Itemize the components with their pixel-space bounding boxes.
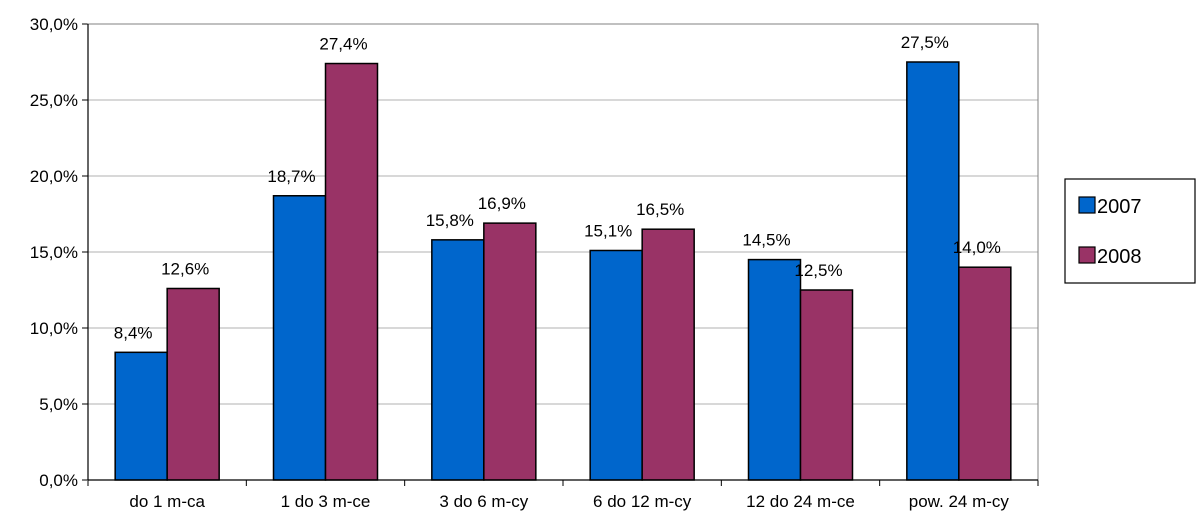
data-label: 16,9% [478,194,526,213]
x-category-label: 6 do 12 m-cy [593,492,692,511]
bar-2008-2 [484,223,536,480]
data-label: 18,7% [267,167,315,186]
data-label: 14,0% [953,238,1001,257]
data-label: 12,5% [794,261,842,280]
y-tick-label: 30,0% [30,15,78,34]
bar-2007-5 [907,62,959,480]
y-tick-label: 25,0% [30,91,78,110]
data-labels: 8,4% 12,6% 18,7% 27,4% 15,8%16,9% 15,1%16,5% 1… [114,33,1001,342]
x-category-label: 12 do 24 m-ce [746,492,855,511]
bars [115,62,1011,480]
data-label: 15,1% [584,221,632,240]
y-tick-label: 5,0% [39,395,78,414]
y-tick-label: 10,0% [30,319,78,338]
gridlines [88,24,1038,404]
y-tick-label: 15,0% [30,243,78,262]
x-category-label: 3 do 6 m-cy [439,492,528,511]
bar-2008-4 [801,290,853,480]
x-category-label: 1 do 3 m-ce [281,492,371,511]
y-tick-label: 20,0% [30,167,78,186]
data-label: 8,4% [114,323,153,342]
x-category-label: do 1 m-ca [129,492,205,511]
bar-2007-0 [115,352,167,480]
bar-2008-0 [167,288,219,480]
data-label: 14,5% [742,231,790,250]
x-axis-categories: do 1 m-ca 1 do 3 m-ce 3 do 6 m-cy 6 do 12 m… [88,480,1038,511]
bar-2007-1 [274,196,326,480]
bar-2008-1 [326,64,378,480]
legend-label: 2007 [1097,196,1142,218]
data-label: 16,5% [636,200,684,219]
bar-2008-3 [642,229,694,480]
y-tick-label: 0,0% [39,471,78,490]
data-label: 27,5% [901,33,949,52]
bar-2007-3 [590,250,642,480]
legend-swatch-2008 [1079,247,1095,263]
data-label: 15,8% [426,211,474,230]
bar-2007-2 [432,240,484,480]
y-axis-ticks: 0,0% 5,0% 10,0% 15,0% 20,0% 25,0% 30,0% [30,15,88,490]
x-category-label: pow. 24 m-cy [909,492,1010,511]
legend-label: 2008 [1097,246,1142,268]
bar-2007-4 [749,260,801,480]
data-label: 27,4% [319,35,367,54]
legend-swatch-2007 [1079,197,1095,213]
data-label: 12,6% [161,259,209,278]
legend: 2007 2008 [1065,179,1195,283]
bar-2008-5 [959,267,1011,480]
